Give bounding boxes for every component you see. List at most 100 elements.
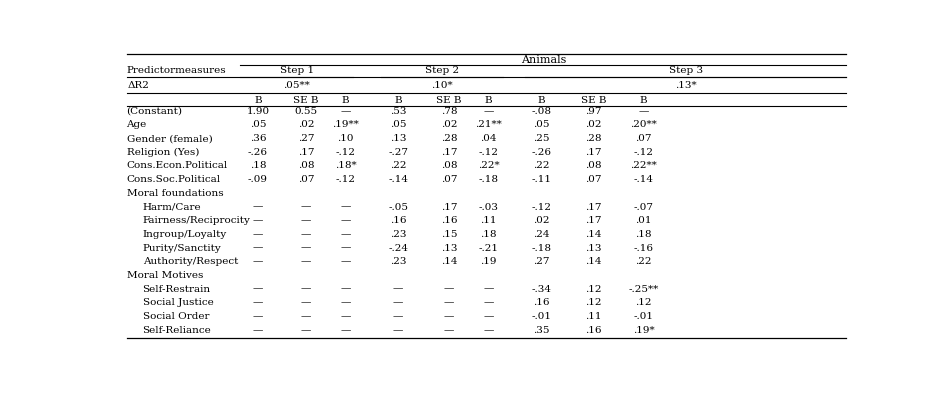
Text: .28: .28 (441, 134, 458, 143)
Text: SE B: SE B (293, 95, 318, 105)
Text: .05: .05 (390, 120, 406, 129)
Text: B: B (485, 95, 493, 105)
Text: .22*: .22* (478, 162, 499, 171)
Text: —: — (483, 326, 494, 335)
Text: .08: .08 (441, 162, 458, 171)
Text: .07: .07 (586, 175, 602, 184)
Text: .13: .13 (390, 134, 406, 143)
Text: .17: .17 (441, 203, 458, 211)
Text: .18: .18 (480, 230, 496, 239)
Text: -.12: -.12 (335, 148, 355, 157)
Text: .16: .16 (533, 298, 549, 307)
Text: —: — (393, 326, 403, 335)
Text: Self-Reliance: Self-Reliance (142, 326, 211, 335)
Text: -.14: -.14 (633, 175, 654, 184)
Text: .14: .14 (441, 257, 458, 266)
Text: .17: .17 (441, 148, 458, 157)
Text: Step 3: Step 3 (669, 66, 703, 75)
Text: —: — (252, 257, 263, 266)
Text: -.12: -.12 (633, 148, 654, 157)
Text: .13: .13 (441, 244, 458, 253)
Text: .10*: .10* (431, 82, 453, 90)
Text: —: — (300, 298, 311, 307)
Text: .27: .27 (298, 134, 315, 143)
Text: —: — (300, 257, 311, 266)
Text: —: — (483, 107, 494, 116)
Text: -.01: -.01 (633, 312, 654, 321)
Text: .23: .23 (390, 230, 406, 239)
Text: .12: .12 (635, 298, 652, 307)
Text: .07: .07 (635, 134, 652, 143)
Text: .97: .97 (586, 107, 602, 116)
Text: .17: .17 (586, 148, 602, 157)
Text: .25: .25 (533, 134, 549, 143)
Text: —: — (483, 298, 494, 307)
Text: .08: .08 (298, 162, 315, 171)
Text: B: B (640, 95, 647, 105)
Text: .02: .02 (441, 120, 458, 129)
Text: ΔR2: ΔR2 (128, 82, 150, 90)
Text: Predictormeasures: Predictormeasures (126, 67, 226, 75)
Text: (Constant): (Constant) (126, 107, 183, 116)
Text: -.34: -.34 (531, 285, 551, 294)
Text: —: — (444, 285, 454, 294)
Text: .17: .17 (298, 148, 315, 157)
Text: —: — (252, 244, 263, 253)
Text: Age: Age (126, 120, 147, 129)
Text: .07: .07 (441, 175, 458, 184)
Text: .10: .10 (337, 134, 354, 143)
Text: —: — (252, 230, 263, 239)
Text: .13*: .13* (674, 82, 696, 90)
Text: .17: .17 (586, 216, 602, 225)
Text: -.12: -.12 (479, 148, 498, 157)
Text: Religion (Yes): Religion (Yes) (126, 148, 199, 157)
Text: —: — (252, 298, 263, 307)
Text: —: — (252, 285, 263, 294)
Text: —: — (340, 312, 350, 321)
Text: .19**: .19** (333, 120, 359, 129)
Text: .22: .22 (390, 162, 406, 171)
Text: —: — (300, 244, 311, 253)
Text: .12: .12 (586, 298, 602, 307)
Text: .53: .53 (390, 107, 406, 116)
Text: —: — (444, 298, 454, 307)
Text: —: — (483, 312, 494, 321)
Text: .02: .02 (298, 120, 315, 129)
Text: Self-Restrain: Self-Restrain (142, 285, 211, 294)
Text: .14: .14 (586, 230, 602, 239)
Text: —: — (300, 216, 311, 225)
Text: -.18: -.18 (531, 244, 551, 253)
Text: —: — (340, 285, 350, 294)
Text: -.11: -.11 (531, 175, 551, 184)
Text: -.16: -.16 (633, 244, 654, 253)
Text: -.25**: -.25** (628, 285, 658, 294)
Text: —: — (393, 298, 403, 307)
Text: Animals: Animals (521, 55, 566, 65)
Text: —: — (444, 326, 454, 335)
Text: Authority/Respect: Authority/Respect (142, 257, 238, 266)
Text: -.21: -.21 (479, 244, 498, 253)
Text: .16: .16 (390, 216, 406, 225)
Text: —: — (300, 230, 311, 239)
Text: -.08: -.08 (531, 107, 551, 116)
Text: Harm/Care: Harm/Care (142, 203, 202, 211)
Text: —: — (340, 203, 350, 211)
Text: .27: .27 (533, 257, 549, 266)
Text: .07: .07 (298, 175, 315, 184)
Text: .36: .36 (250, 134, 267, 143)
Text: B: B (395, 95, 402, 105)
Text: .02: .02 (586, 120, 602, 129)
Text: —: — (483, 285, 494, 294)
Text: .22: .22 (533, 162, 549, 171)
Text: B: B (342, 95, 349, 105)
Text: -.09: -.09 (248, 175, 268, 184)
Text: —: — (340, 244, 350, 253)
Text: 0.55: 0.55 (295, 107, 317, 116)
Text: Moral foundations: Moral foundations (126, 189, 223, 198)
Text: Step 2: Step 2 (425, 66, 459, 75)
Text: -.12: -.12 (531, 203, 551, 211)
Text: —: — (252, 326, 263, 335)
Text: —: — (444, 312, 454, 321)
Text: .15: .15 (441, 230, 458, 239)
Text: Cons.Soc.Political: Cons.Soc.Political (126, 175, 220, 184)
